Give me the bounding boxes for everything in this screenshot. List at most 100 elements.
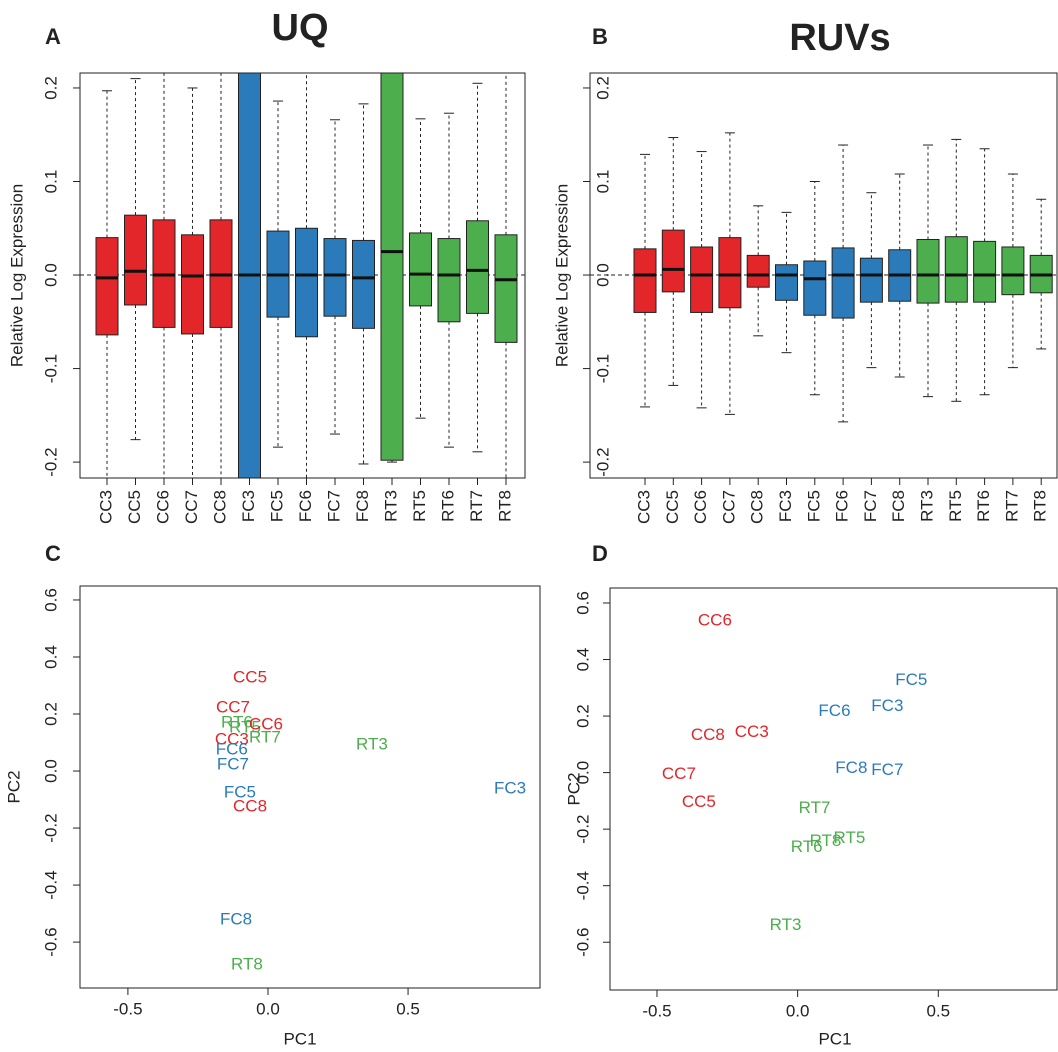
y-tick-label: 0.1 [41,170,60,194]
point-label: CC6 [698,610,732,629]
x-tick-label: CC5 [663,490,682,524]
y-tick-label: 0.4 [573,648,592,672]
y-tick-label: -0.6 [573,928,592,957]
plot-frame [609,587,1058,991]
y-tick-label: 0.0 [573,761,592,785]
x-tick-label: FC7 [324,490,343,522]
y-tick-label: 0.6 [573,591,592,615]
y-tick-label: -0.2 [593,447,612,476]
point-label: RT5 [229,717,261,736]
y-tick-label: -0.1 [593,354,612,383]
point-label: FC8 [835,758,867,777]
x-tick-label: 0.0 [256,999,280,1018]
box [95,237,119,336]
point-label: RT8 [231,955,263,974]
box [690,246,714,313]
x-tick-label: FC6 [296,490,315,522]
y-tick-label: 0.2 [41,702,60,726]
x-tick-label: CC6 [691,490,710,524]
x-tick-label: RT8 [495,490,514,522]
y-tick-label: 0.6 [41,588,60,612]
x-tick-label: RT7 [467,490,486,522]
x-tick-label: RT7 [1002,490,1021,522]
x-tick-label: CC5 [125,490,144,524]
x-tick-label: CC6 [153,490,172,524]
x-tick-label: CC7 [182,490,201,524]
box [633,248,657,313]
y-tick-label: 0.0 [41,263,60,287]
y-tick-label: 0.0 [593,263,612,287]
box [916,238,940,304]
box [494,234,518,343]
plot-area [80,73,525,478]
x-tick-label: CC3 [96,490,115,524]
x-tick-label: RT5 [946,490,965,522]
x-axis-label: PC1 [283,1029,316,1048]
point-label: CC7 [662,764,696,783]
x-tick-label: FC5 [804,490,823,522]
x-tick-label: RT8 [1031,490,1050,522]
x-tick-label: CC8 [748,490,767,524]
point-label: RT3 [770,915,802,934]
point-label: CC6 [249,715,283,734]
box [323,238,347,317]
box [831,247,855,319]
y-tick-label: 0.2 [573,704,592,728]
y-tick-label: 0.4 [41,645,60,669]
chart-title: RUVs [789,17,890,59]
x-tick-label: RT6 [974,490,993,522]
y-tick-label: 0.2 [41,76,60,100]
y-tick-label: 0.2 [593,76,612,100]
point-label: FC3 [871,696,903,715]
point-label: FC5 [895,670,927,689]
chart-title: UQ [272,7,329,49]
y-tick-label: -0.6 [41,927,60,956]
box [661,229,685,293]
x-tick-label: RT3 [381,490,400,522]
y-tick-label: -0.2 [41,447,60,476]
x-tick-label: FC3 [239,490,258,522]
box [181,234,204,335]
point-label: FC6 [216,739,248,758]
x-tick-label: FC8 [889,490,908,522]
x-axis-label: PC1 [818,1029,851,1048]
x-tick-label: FC7 [861,490,880,522]
point-label: FC7 [871,760,903,779]
x-tick-label: CC7 [719,490,738,524]
y-axis-label: Relative Log Expression [552,184,571,367]
y-axis-label: PC2 [564,772,583,805]
point-label: FC6 [818,701,850,720]
x-tick-label: FC8 [353,490,372,522]
point-label: RT5 [833,828,865,847]
x-tick-label: 0.0 [786,1001,810,1020]
panel-label: A [45,24,61,49]
point-label: FC5 [224,782,256,801]
point-label: CC8 [233,796,267,815]
y-axis-label: PC2 [4,770,23,803]
plot-frame [589,72,1058,479]
x-tick-label: RT6 [438,490,457,522]
plot-frame [79,72,526,479]
point-label: CC3 [215,729,249,748]
x-tick-label: RT3 [917,490,936,522]
point-label: FC8 [220,910,252,929]
y-axis-label: Relative Log Expression [7,184,26,367]
box [295,227,318,338]
x-tick-label: CC3 [634,490,653,524]
x-tick-label: 0.5 [396,999,420,1018]
box [746,254,770,288]
box [859,257,883,303]
box [803,260,827,316]
point-label: RT3 [356,735,388,754]
y-tick-label: -0.4 [41,870,60,899]
y-tick-label: -0.4 [573,871,592,900]
point-label: RT8 [810,831,842,850]
box [409,232,432,307]
point-label: CC7 [216,698,250,717]
plot-area [590,132,1057,423]
x-tick-label: -0.5 [113,999,142,1018]
point-label: CC8 [691,725,725,744]
